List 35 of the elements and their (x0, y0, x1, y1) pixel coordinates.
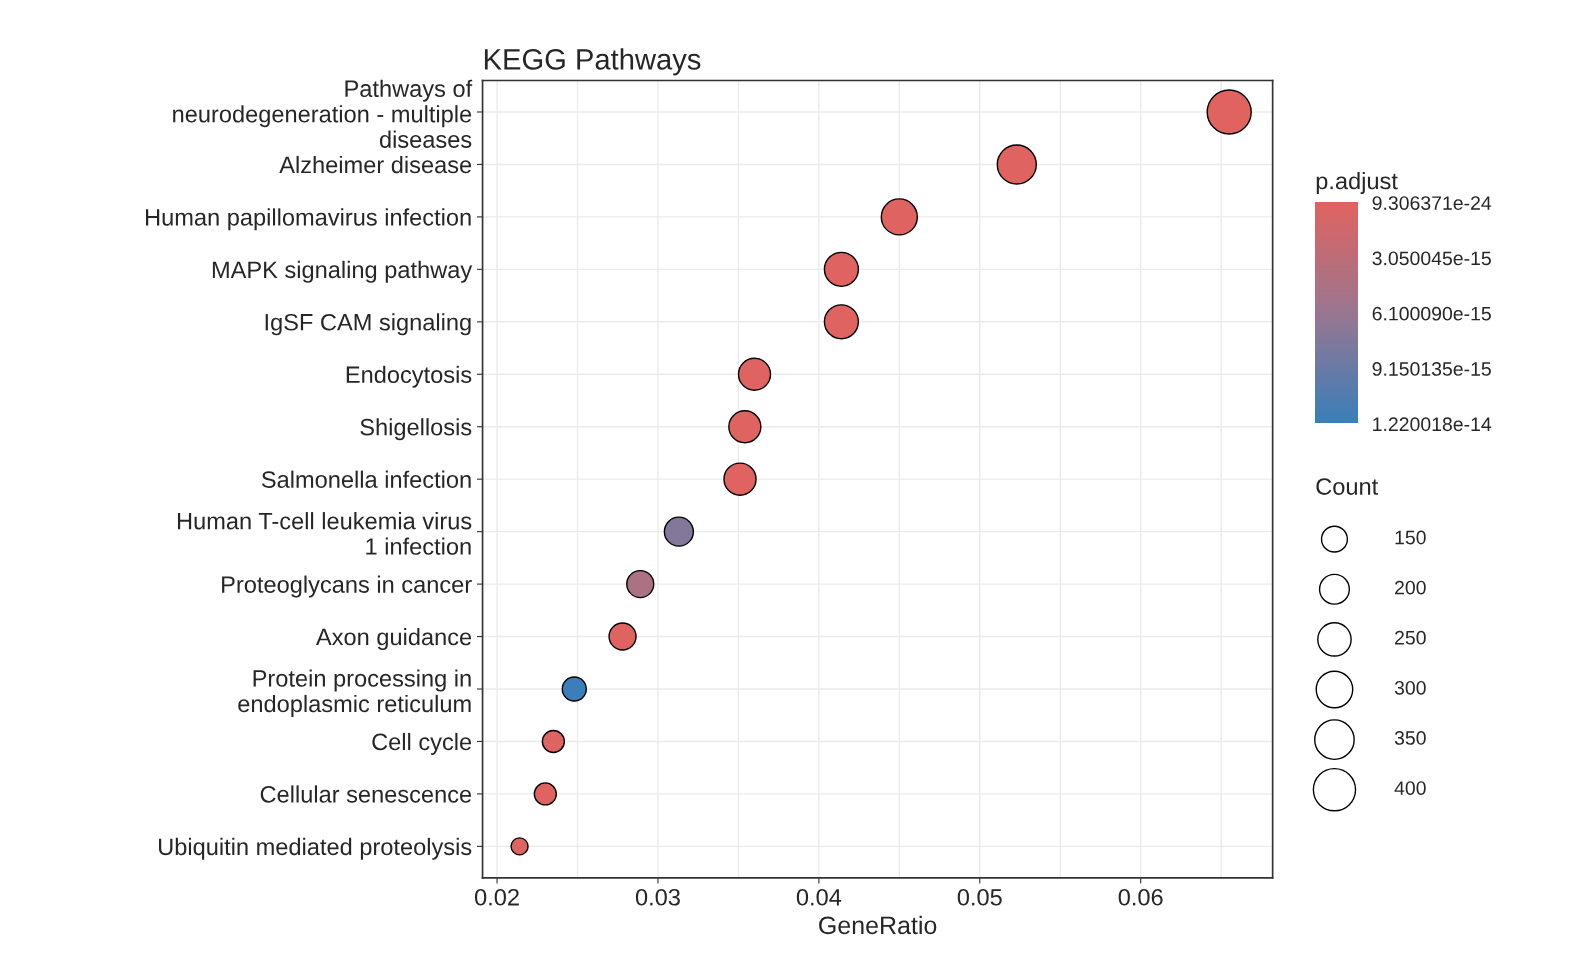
legend-label: 250 (1395, 630, 1426, 645)
x-tick-label: 0.04 (796, 888, 842, 906)
chart-title: KEGG Pathways (484, 48, 701, 76)
y-tick-label: MAPK signaling pathway (212, 260, 473, 283)
y-tick-label: Pathways of neurodegeneration - multiple diseases (173, 79, 473, 148)
color-bar-title: p.adjust (1316, 171, 1398, 194)
y-tick-label: Protein processing in endoplasmic reticulum (238, 669, 471, 717)
y-tick-label: Shigellosis (360, 418, 472, 441)
color-bar-label: 9.306371e-24 (1372, 196, 1492, 210)
y-tick-label: Proteoglycans in cancer (222, 575, 472, 598)
x-tick-label: 0.03 (635, 888, 680, 906)
y-tick-label: Cell cycle (372, 732, 472, 755)
y-tick-label: Human papillomavirus infection (146, 208, 471, 231)
x-axis-title: GeneRatio (819, 915, 937, 935)
legend-title: Count (1316, 478, 1379, 495)
color-bar-label: 1.220018e-14 (1373, 417, 1492, 432)
legend-label: 200 (1395, 580, 1426, 595)
y-tick-label: Human T-cell leukemia virus 1 infection (177, 512, 472, 555)
y-tick-label: Salmonella infection (261, 470, 471, 488)
color-bar-label: 3.050045e-15 (1372, 251, 1491, 266)
y-tick-label: Endocytosis (346, 365, 472, 388)
x-tick-label: 0.06 (1118, 888, 1163, 906)
y-tick-label: Cellular senescence (260, 785, 472, 803)
color-bar-label: 6.100090e-15 (1372, 306, 1491, 321)
legend-label: 300 (1394, 680, 1426, 695)
y-tick-label: Axon guidance (315, 627, 472, 650)
y-tick-label: IgSF CAM signaling (265, 313, 471, 336)
y-tick-label: Ubiquitin mediated proteolysis (159, 837, 472, 860)
x-tick-label: 0.05 (957, 888, 1002, 906)
y-tick-label: Alzheimer disease (279, 155, 472, 174)
legend-label: 350 (1394, 731, 1426, 745)
legend-label: 150 (1395, 530, 1426, 545)
legend-label: 400 (1394, 781, 1426, 795)
x-tick-label: 0.02 (474, 888, 519, 906)
color-bar-label: 9.150135e-15 (1372, 362, 1491, 376)
